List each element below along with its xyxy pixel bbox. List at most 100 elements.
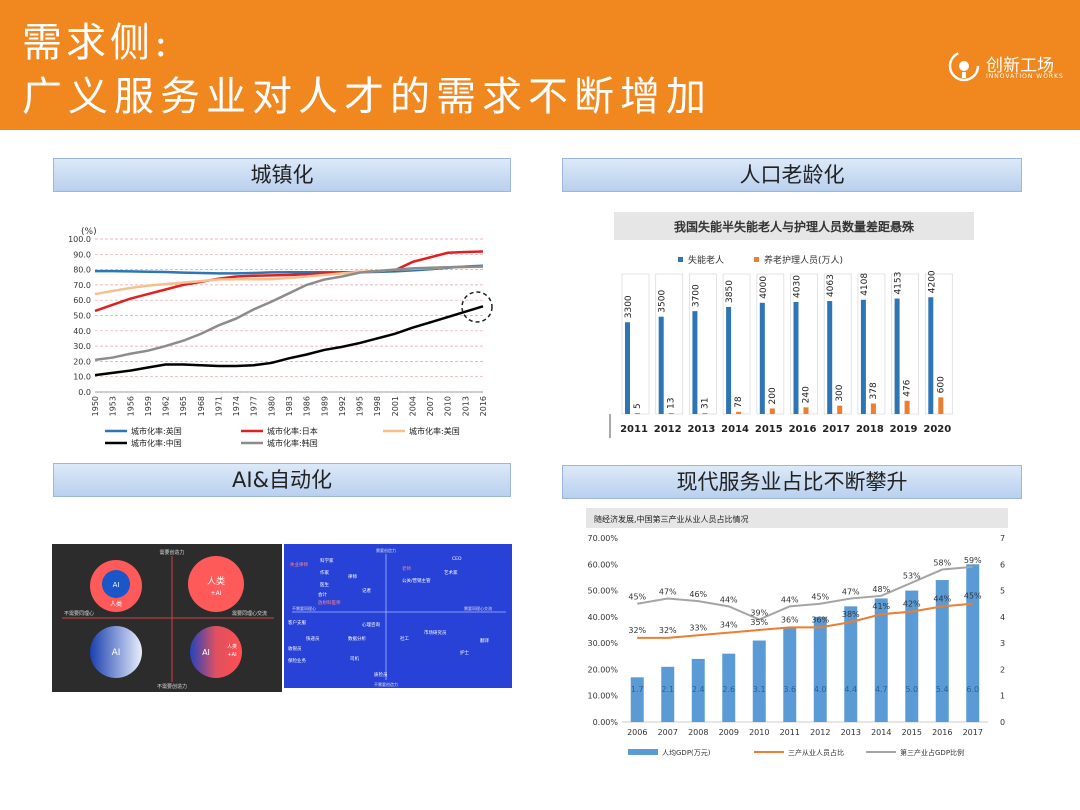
- urbanization-y-tick: 40.0: [73, 327, 91, 336]
- service-line-label: 42%: [903, 600, 921, 609]
- aging-bar-disabled: [726, 306, 732, 414]
- service-line-label: 59%: [964, 556, 982, 565]
- service-series-line: [637, 602, 973, 639]
- aging-label-caregivers: 378: [869, 382, 879, 399]
- aging-bar-disabled: [759, 302, 765, 414]
- aging-label-disabled: 3300: [624, 295, 634, 318]
- service-y-tick-right: 5: [1000, 587, 1005, 596]
- ai-job-label: 收银员: [288, 645, 302, 652]
- urbanization-x-tick: 1965: [179, 396, 188, 416]
- aging-bar-caregivers: [702, 413, 708, 414]
- aging-bar-disabled: [827, 301, 833, 414]
- logo-text: 创新工场: [986, 56, 1054, 76]
- ai-job-label: 护士: [460, 649, 469, 656]
- ai-job-label: 医生: [320, 581, 329, 588]
- aging-x-tick: 2012: [654, 424, 682, 435]
- service-x-tick: 2015: [902, 728, 922, 737]
- aging-x-tick: 2014: [721, 424, 749, 435]
- service-y-tick-left: 50.00%: [587, 587, 618, 596]
- ai-job-label: 律师: [348, 573, 357, 580]
- urbanization-x-tick: 2001: [391, 396, 400, 416]
- ai-dark-q1-label: AI: [113, 581, 120, 589]
- aging-label-caregivers: 240: [802, 386, 812, 403]
- urbanization-y-tick: 0.0: [78, 388, 91, 397]
- service-bar-gdp: [691, 658, 705, 722]
- aging-x-tick: 2011: [620, 424, 648, 435]
- service-legend-label: 人均GDP(万元): [662, 748, 711, 757]
- ai-job-label: 心理咨询: [362, 621, 380, 628]
- aging-bar-caregivers: [904, 400, 910, 414]
- urbanization-x-tick: 1992: [338, 396, 347, 416]
- service-line-label: 47%: [659, 587, 677, 596]
- service-line-label: 44%: [933, 594, 951, 603]
- service-line-label: 32%: [659, 626, 677, 635]
- aging-legend-swatch: [754, 257, 759, 262]
- service-x-tick: 2008: [688, 728, 708, 737]
- aging-bar-caregivers: [736, 411, 742, 414]
- service-x-tick: 2016: [932, 728, 952, 737]
- aging-label-disabled: 4000: [759, 276, 769, 299]
- ai-job-label: 科学家: [320, 557, 334, 564]
- urbanization-x-tick: 1977: [250, 396, 259, 416]
- service-y-tick-right: 0: [1000, 718, 1005, 727]
- service-y-tick-left: 60.00%: [587, 560, 618, 569]
- urbanization-x-tick: 2007: [426, 396, 435, 416]
- service-bar-label: 5.0: [905, 685, 918, 694]
- urbanization-x-tick: 1986: [303, 396, 312, 416]
- service-bar-label: 6.0: [966, 685, 979, 694]
- highlight-circle: [461, 291, 493, 323]
- service-bar-label: 2.4: [692, 685, 705, 694]
- service-y-tick-right: 6: [1000, 560, 1005, 569]
- urbanization-series-line: [94, 305, 484, 377]
- urbanization-y-label: (%): [81, 227, 97, 237]
- ai-job-label: 会计: [318, 591, 327, 598]
- service-bar-label: 3.6: [783, 685, 796, 694]
- aging-bar-caregivers: [668, 413, 674, 414]
- urbanization-series-line: [94, 250, 484, 313]
- ai-job-label: CEO: [452, 556, 462, 562]
- ai-jobs-top-axis: 需要创造力: [376, 547, 396, 553]
- service-y-tick-left: 40.00%: [587, 613, 618, 622]
- ai-dark-q1-inner: [102, 570, 130, 598]
- ai-job-label: 艺术家: [444, 569, 458, 576]
- service-y-tick-right: 1: [1000, 692, 1005, 701]
- ai-dark-left-axis: 不需要同理心: [64, 610, 94, 617]
- service-bar-gdp: [935, 580, 949, 722]
- service-y-tick-left: 10.00%: [587, 692, 618, 701]
- ai-job-label: 市场研究员: [424, 629, 447, 636]
- urbanization-legend-label: 城市化率:中国: [131, 438, 182, 448]
- service-line-label: 36%: [781, 615, 799, 624]
- service-chart: 随经济发展,中国第三产业从业人员占比情况 0.00%10.00%20.00%30…: [586, 508, 1008, 757]
- service-y-tick-left: 70.00%: [587, 534, 618, 543]
- urbanization-legend-label: 城市化率:日本: [267, 426, 318, 436]
- ai-job-label: 失业律师: [290, 561, 308, 568]
- service-bar-gdp: [752, 640, 766, 722]
- ai-dark-q4-circle: [190, 626, 242, 678]
- ai-job-label: 作家: [320, 569, 329, 576]
- service-line-label: 34%: [720, 621, 738, 630]
- header-banner: 需求侧: 广义服务业对人才的需求不断增加 创新工场 INNOVATION WOR…: [0, 0, 1080, 130]
- urbanization-x-tick: 1995: [356, 396, 365, 416]
- ai-job-label: 快递员: [306, 635, 320, 642]
- aging-bar-disabled: [860, 299, 866, 414]
- service-x-tick: 2007: [658, 728, 678, 737]
- ai-jobs-right-axis: 需要同理心交流: [464, 605, 492, 611]
- ai-dark-q2-label: 人类: [207, 575, 225, 587]
- aging-label-disabled: 4108: [860, 273, 870, 296]
- urbanization-y-tick: 100.0: [68, 235, 91, 244]
- service-bar-label: 4.0: [814, 685, 827, 694]
- service-y-tick-left: 30.00%: [587, 639, 618, 648]
- urbanization-y-tick: 70.0: [73, 281, 91, 290]
- ai-job-label: 社工: [400, 635, 409, 642]
- aging-label-caregivers: 200: [768, 387, 778, 404]
- service-x-tick: 2017: [963, 728, 983, 737]
- service-line-label: 46%: [689, 590, 707, 599]
- aging-label-caregivers: 300: [835, 384, 845, 401]
- urbanization-x-tick: 1962: [162, 396, 171, 416]
- aging-legend-label: 养老护理人员(万人): [764, 254, 843, 266]
- aging-bar-caregivers: [769, 408, 775, 414]
- service-bar-gdp: [630, 677, 644, 722]
- ai-dark-top-axis: 需要创造力: [159, 549, 184, 556]
- aging-bar-disabled: [894, 298, 900, 414]
- service-bar-label: 5.4: [936, 685, 949, 694]
